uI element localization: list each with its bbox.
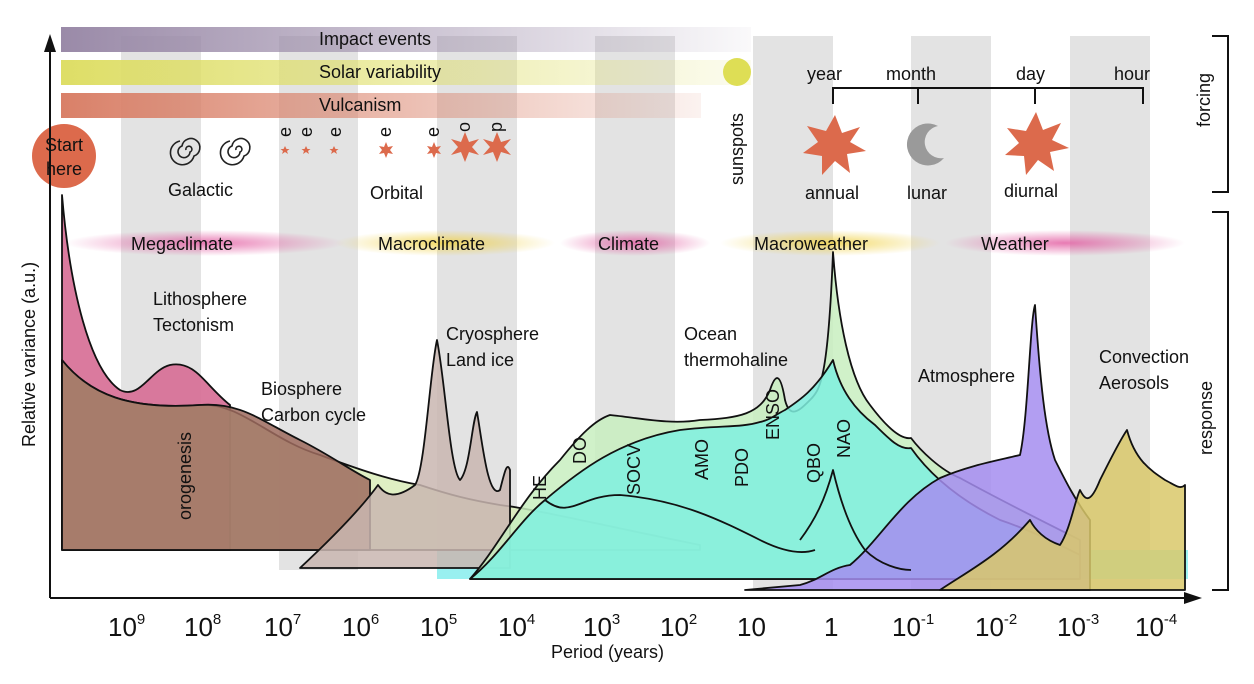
solar-variability-bar xyxy=(61,60,751,85)
climate-label: Climate xyxy=(598,234,659,254)
lunar-moon-icon xyxy=(906,123,944,166)
regime-glows xyxy=(65,230,1185,256)
impact-events-label: Impact events xyxy=(319,29,431,49)
day-label: day xyxy=(1016,64,1045,84)
svg-text:o: o xyxy=(454,122,474,132)
month-label: month xyxy=(886,64,936,84)
lithosphere-label: Lithosphere xyxy=(153,289,247,309)
y-axis-label: Relative variance (a.u.) xyxy=(19,262,39,447)
tick-label: 109 xyxy=(108,611,145,642)
x-axis-label: Period (years) xyxy=(551,642,664,662)
forcing-bracket xyxy=(1212,35,1229,193)
vulcanism-label: Vulcanism xyxy=(319,95,401,115)
lunar-label: lunar xyxy=(907,183,947,203)
orbital-star-icons xyxy=(280,132,511,162)
start-here-line2: here xyxy=(46,159,82,179)
forcing-label: forcing xyxy=(1194,73,1214,127)
svg-text:SOCV: SOCV xyxy=(624,444,644,495)
atmosphere-area xyxy=(744,304,1091,591)
mode-labels: HE DO SOCV AMO PDO ENSO QBO NAO xyxy=(530,389,854,500)
orogenesis-area xyxy=(61,359,371,551)
tick-label: 106 xyxy=(342,611,379,642)
response-spectra xyxy=(61,194,1188,591)
svg-text:ENSO: ENSO xyxy=(763,389,783,440)
tick-label: 10-2 xyxy=(975,611,1017,642)
svg-text:e: e xyxy=(325,127,345,137)
axes xyxy=(44,34,1202,604)
start-here-line1: Start xyxy=(45,135,83,155)
tick-label: 10 xyxy=(737,612,766,642)
annual-star-icon xyxy=(803,115,866,175)
vulcanism-bar xyxy=(61,93,701,118)
sunspots-icon xyxy=(723,58,751,86)
orbital-letters: e e e e e o p xyxy=(275,122,506,137)
x-tick-labels: 109 108 107 106 105 104 103 102 10 1 10-… xyxy=(108,611,1177,642)
svg-text:DO: DO xyxy=(570,437,590,464)
svg-text:e: e xyxy=(275,127,295,137)
megaclimate-label: Megaclimate xyxy=(131,234,233,254)
macroclimate-label: Macroclimate xyxy=(378,234,485,254)
galactic-spiral-icon xyxy=(169,137,251,166)
tick-label: 10-4 xyxy=(1135,611,1177,642)
svg-text:e: e xyxy=(375,127,395,137)
diurnal-star-icon xyxy=(1005,112,1069,175)
solar-variability-label: Solar variability xyxy=(319,62,441,82)
tick-label: 104 xyxy=(498,611,535,642)
svg-text:QBO: QBO xyxy=(804,443,824,483)
svg-text:AMO: AMO xyxy=(692,439,712,480)
sunspots-label: sunspots xyxy=(727,113,747,185)
svg-text:p: p xyxy=(486,122,506,132)
tick-label: 107 xyxy=(264,611,301,642)
tick-label: 10-3 xyxy=(1057,611,1099,642)
galactic-label: Galactic xyxy=(168,180,233,200)
tick-label: 108 xyxy=(184,611,221,642)
svg-text:NAO: NAO xyxy=(834,419,854,458)
tectonism-label: Tectonism xyxy=(153,315,234,335)
convection-label: Convection xyxy=(1099,347,1189,367)
macroweather-label: Macroweather xyxy=(754,234,868,254)
response-label: response xyxy=(1196,381,1216,455)
timescale-bracket xyxy=(832,87,1144,104)
hour-label: hour xyxy=(1114,64,1150,84)
ocean-inner-line xyxy=(544,494,816,553)
tick-label: 10-1 xyxy=(892,611,934,642)
start-here-circle xyxy=(32,124,96,188)
cryosphere-area xyxy=(299,339,511,569)
response-bracket xyxy=(1212,211,1229,591)
annual-label: annual xyxy=(805,183,859,203)
weather-label: Weather xyxy=(981,234,1049,254)
diurnal-label: diurnal xyxy=(1004,181,1058,201)
svg-text:e: e xyxy=(423,127,443,137)
tick-label: 105 xyxy=(420,611,457,642)
svg-text:HE: HE xyxy=(530,475,550,500)
nao-line xyxy=(799,469,912,571)
tick-label: 1 xyxy=(824,612,838,642)
convection-area xyxy=(939,429,1186,591)
aerosols-label: Aerosols xyxy=(1099,373,1169,393)
carbon-cycle-label: Carbon cycle xyxy=(261,405,366,425)
biosphere-label: Biosphere xyxy=(261,379,342,399)
atmosphere-label: Atmosphere xyxy=(918,366,1015,386)
ocean-label: Ocean xyxy=(684,324,737,344)
impact-events-bar xyxy=(61,27,751,52)
land-ice-label: Land ice xyxy=(446,350,514,370)
tick-label: 102 xyxy=(660,611,697,642)
orogenesis-label: orogenesis xyxy=(175,432,195,520)
svg-text:e: e xyxy=(296,127,316,137)
orbital-label: Orbital xyxy=(370,183,423,203)
thermohaline-label: thermohaline xyxy=(684,350,788,370)
tick-label: 103 xyxy=(583,611,620,642)
svg-text:PDO: PDO xyxy=(732,448,752,487)
cryosphere-label: Cryosphere xyxy=(446,324,539,344)
year-label: year xyxy=(807,64,842,84)
